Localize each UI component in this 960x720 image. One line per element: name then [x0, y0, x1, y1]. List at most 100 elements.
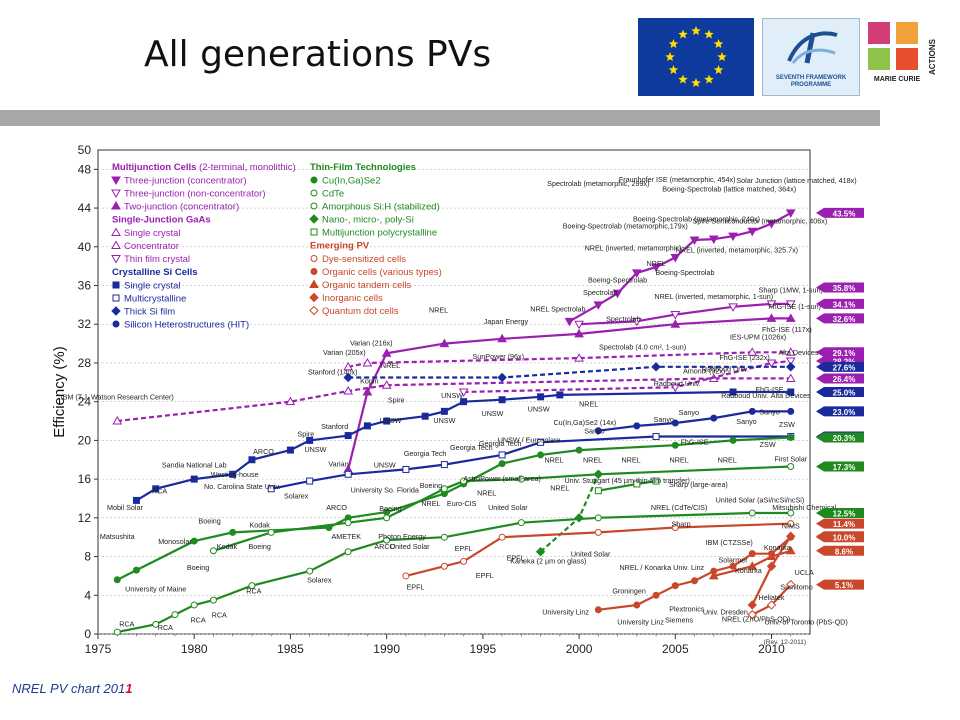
data-annotation: Boeing: [198, 517, 220, 526]
data-point: [383, 417, 391, 425]
data-point: [633, 422, 641, 430]
data-annotation: Kodak: [249, 521, 270, 530]
mc-tile-portrait-icon: [896, 22, 918, 44]
data-point: [652, 591, 660, 599]
data-annotation: EPFL: [455, 544, 473, 553]
series-line: [348, 365, 791, 379]
data-point: [593, 301, 604, 310]
legend-marker: [111, 255, 121, 264]
data-annotation: Boeing: [379, 504, 401, 513]
data-point: [785, 545, 796, 555]
legend-entry: Single crystal: [124, 281, 181, 292]
data-annotation: Sumitomo: [780, 582, 812, 591]
legend-marker: [111, 200, 121, 210]
data-annotation: UNSW: [433, 416, 455, 425]
data-annotation: United Solar (aSi/ncSi/ncSi): [716, 495, 805, 504]
legend-heading: Multijunction Cells (2-terminal, monolit…: [112, 162, 296, 173]
legend-entry: Quantum dot cells: [322, 306, 399, 317]
revision-note: (Rev. 12-2011): [764, 639, 806, 646]
data-annotation: Kopin: [360, 376, 378, 385]
data-point: [691, 577, 699, 585]
data-annotation: Stanford: [321, 422, 348, 431]
record-badge-shape: [816, 313, 864, 324]
eu-star-icon: [678, 74, 688, 84]
data-annotation: Radboud Univ.: [702, 365, 749, 374]
data-annotation: Georgia Tech: [404, 449, 447, 458]
x-tick-label: 1980: [181, 642, 208, 656]
data-annotation: NREL: [579, 400, 598, 409]
data-annotation: NREL: [421, 499, 440, 508]
data-point: [747, 600, 757, 610]
data-annotation: First Solar: [774, 455, 807, 464]
record-badge-label: 23.0%: [833, 408, 856, 417]
data-point: [593, 469, 604, 479]
record-badge-shape: [816, 282, 864, 293]
record-badge: 5.1%: [816, 579, 864, 590]
y-tick-label: 48: [78, 162, 92, 176]
data-annotation: FhG-ISE (1-sun): [768, 302, 821, 311]
record-badge: 23.0%: [816, 406, 864, 417]
data-annotation: Japan Energy: [484, 317, 529, 326]
data-point: [766, 551, 777, 561]
data-point: [766, 561, 777, 571]
record-badge-label: 43.5%: [833, 209, 856, 218]
data-annotation: Boeing: [420, 481, 442, 490]
data-annotation: NREL: [718, 456, 737, 465]
data-point: [671, 441, 679, 449]
data-point: [633, 480, 641, 488]
data-point: [537, 438, 545, 446]
data-point: [787, 520, 795, 528]
data-point: [787, 388, 795, 396]
data-point: [574, 513, 584, 523]
record-badge: 29.1%: [816, 347, 864, 358]
legend-marker: [309, 292, 319, 303]
data-point: [460, 477, 468, 485]
data-annotation: ZSW: [779, 420, 795, 429]
data-annotation: Univ. Dresden: [703, 608, 748, 617]
data-point: [440, 407, 448, 415]
data-annotation: University Linz: [542, 608, 589, 617]
data-annotation: Amonix (92x): [683, 367, 725, 376]
data-annotation: Kaneka (2 µm on glass): [510, 556, 586, 565]
data-point: [306, 436, 314, 444]
record-badge-label: 17.3%: [833, 463, 856, 472]
data-annotation: NREL (inverted, metamorphic, 1-sun): [654, 292, 773, 301]
data-point: [267, 485, 275, 493]
eu-flag-logo: [638, 18, 754, 96]
data-annotation: ZSW: [760, 440, 776, 449]
data-annotation: Spire: [297, 430, 314, 439]
data-annotation: UNSW: [441, 391, 463, 400]
data-annotation: UNSW: [380, 416, 402, 425]
data-annotation: Kodak: [217, 542, 238, 551]
legend-marker: [112, 320, 120, 328]
data-point: [786, 579, 796, 590]
legend-entry: Amorphous Si:H (stabilized): [322, 202, 440, 213]
footer-text: NREL PV chart 201: [12, 681, 126, 696]
data-annotation: ARCO: [253, 447, 274, 456]
y-tick-label: 16: [78, 472, 92, 486]
data-point: [383, 514, 391, 522]
data-point: [612, 289, 623, 299]
data-annotation: RCA: [190, 615, 205, 624]
data-point: [344, 470, 352, 478]
data-point: [708, 235, 719, 245]
data-point: [535, 547, 546, 557]
data-point: [402, 465, 410, 473]
legend-marker: [309, 279, 319, 288]
data-point: [785, 209, 796, 218]
series-line: [116, 511, 791, 634]
data-point: [344, 432, 352, 440]
data-point: [112, 416, 123, 425]
record-badge: 34.1%: [816, 298, 864, 309]
data-point: [171, 611, 179, 619]
data-point: [594, 427, 602, 435]
data-annotation: Spire Semiconductor (metamorphic, 406x): [693, 217, 828, 226]
data-annotation: Sandia National Lab: [162, 461, 227, 470]
record-badge-shape: [816, 545, 864, 556]
eu-star-icon: [704, 29, 714, 39]
data-annotation: Alta Devices: [778, 348, 818, 357]
legend-marker: [111, 240, 121, 249]
data-point: [575, 446, 583, 454]
data-point: [517, 475, 525, 483]
data-annotation: Konarka: [735, 566, 762, 575]
